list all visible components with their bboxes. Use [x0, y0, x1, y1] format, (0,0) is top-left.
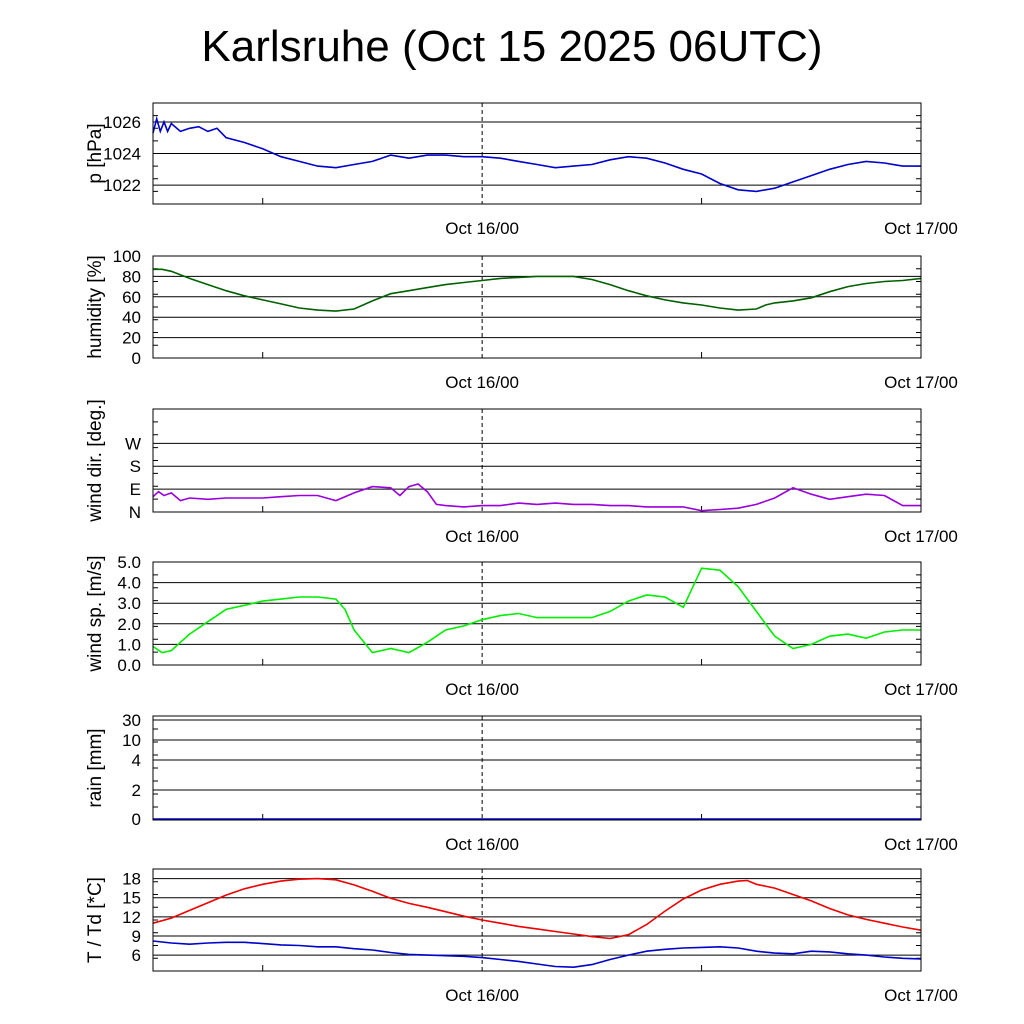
series-line-wind-dir — [152, 483, 921, 512]
x-tick-label: Oct 16/00 — [445, 986, 519, 1005]
y-tick-label: 2 — [132, 781, 141, 800]
y-tick-label: 40 — [122, 308, 141, 327]
y-tick-label: 1024 — [103, 145, 141, 164]
y-tick-label: N — [129, 503, 141, 522]
series-line-t — [152, 877, 922, 940]
y-axis-label: T / Td [*C] — [85, 877, 106, 963]
y-axis-label: rain [mm] — [85, 728, 106, 807]
y-tick-label: 20 — [122, 329, 141, 348]
x-tick-label: Oct 16/00 — [445, 219, 519, 238]
panel-frame — [152, 255, 922, 359]
series-line-p — [152, 115, 921, 193]
y-axis-label: p [hPa] — [85, 123, 106, 183]
y-tick-label: 80 — [122, 267, 141, 286]
y-tick-label: 1026 — [103, 113, 141, 132]
y-axis-label: wind sp. [m/s] — [85, 555, 106, 672]
y-tick-label: 4.0 — [117, 574, 141, 593]
y-tick-label: 100 — [113, 247, 141, 266]
x-tick-label: Oct 17/00 — [884, 373, 958, 392]
y-tick-label: 1.0 — [117, 635, 141, 654]
x-tick-label: Oct 16/00 — [445, 527, 519, 546]
y-tick-label: 15 — [122, 889, 141, 908]
series-line-td — [152, 940, 922, 969]
panel-frame — [152, 561, 922, 666]
y-tick-label: 0 — [132, 349, 141, 368]
x-tick-label: Oct 16/00 — [445, 373, 519, 392]
y-tick-label: 18 — [122, 870, 141, 889]
panel-frame — [152, 868, 922, 972]
y-tick-label: 9 — [132, 927, 141, 946]
x-tick-label: Oct 17/00 — [884, 835, 958, 854]
y-tick-label: 0 — [132, 810, 141, 829]
series-line-humidity — [153, 268, 922, 312]
x-tick-label: Oct 17/00 — [884, 680, 958, 699]
panel-frame — [152, 408, 922, 513]
x-tick-label: Oct 17/00 — [884, 527, 958, 546]
panel-frame — [152, 102, 922, 205]
x-tick-label: Oct 16/00 — [445, 680, 519, 699]
y-tick-label: 12 — [122, 908, 141, 927]
y-tick-label: 2.0 — [117, 615, 141, 634]
panel-frame — [152, 715, 922, 821]
y-tick-label: 5.0 — [117, 553, 141, 572]
panel-wind_speed: 0.0 1.02.0 3.04.0 5.0 wind sp. [m/s] Oct 16/0… — [85, 553, 958, 699]
y-tick-label: 6 — [132, 946, 141, 965]
y-tick-label: 3.0 — [117, 594, 141, 613]
y-tick-label: 60 — [122, 288, 141, 307]
y-tick-label: 30 — [122, 711, 141, 730]
y-tick-label: 0.0 — [117, 656, 141, 675]
y-tick-label: 4 — [132, 751, 141, 770]
y-tick-label: E — [130, 480, 141, 499]
y-tick-label: S — [130, 457, 141, 476]
y-axis-label: humidity [%] — [85, 255, 106, 358]
chart-title: Karlsruhe (Oct 15 2025 06UTC) — [201, 22, 823, 71]
x-tick-label: Oct 17/00 — [884, 986, 958, 1005]
y-tick-label: 10 — [122, 731, 141, 750]
x-tick-label: Oct 16/00 — [445, 835, 519, 854]
y-tick-label: W — [125, 434, 141, 453]
y-axis-label: wind dir. [deg.] — [85, 399, 106, 523]
series-line-wind-speed — [152, 567, 921, 654]
x-tick-label: Oct 17/00 — [884, 219, 958, 238]
y-tick-label: 1022 — [103, 176, 141, 195]
